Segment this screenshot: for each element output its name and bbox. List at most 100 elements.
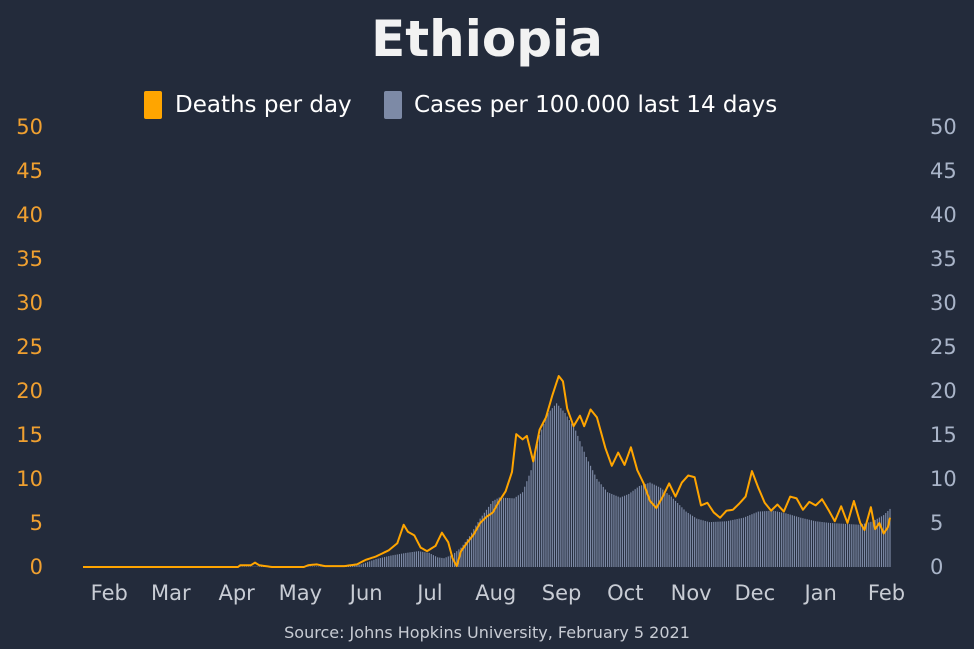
cases-bar [471, 532, 473, 567]
cases-bar [613, 494, 615, 567]
cases-bar [640, 485, 643, 567]
cases-bar [857, 524, 859, 567]
cases-bar [781, 512, 783, 567]
cases-bar [454, 552, 456, 567]
cases-bar [849, 524, 851, 567]
cases-bar [405, 552, 407, 567]
legend-label-deaths: Deaths per day [175, 92, 352, 118]
cases-bar [634, 489, 636, 567]
cases-bar [734, 519, 736, 567]
cases-bar [513, 498, 515, 567]
cases-bar [589, 465, 592, 567]
cases-bar [679, 505, 681, 567]
cases-bar [840, 523, 842, 567]
cases-bar [481, 515, 483, 567]
cases-bar [439, 557, 441, 567]
cases-bar [394, 554, 396, 567]
cases-bar [575, 430, 577, 567]
cases-bar [430, 554, 432, 567]
cases-bar [783, 512, 785, 567]
cases-bar [653, 484, 655, 567]
source-note: Source: Johns Hopkins University, Februa… [284, 623, 690, 642]
legend-label-cases: Cases per 100.000 last 14 days [414, 92, 777, 118]
x-tick-label: Mar [151, 581, 191, 605]
cases-bar [483, 512, 485, 567]
cases-bar [566, 416, 568, 567]
cases-bar [392, 555, 394, 567]
cases-bar [403, 553, 405, 567]
cases-bar [517, 495, 519, 567]
cases-bar [768, 510, 770, 567]
cases-bar [806, 519, 808, 567]
cases-bar [447, 556, 449, 567]
x-axis: Feb Mar Apr May Jun Jul Aug Sep Oct Nov Dec Jan Feb [91, 581, 905, 605]
cases-bar [800, 517, 802, 567]
cases-bar [553, 405, 556, 567]
y-right-tick-label: 50 [930, 115, 957, 139]
cases-bar [791, 515, 793, 567]
cases-bar [755, 512, 757, 567]
cases-bar [863, 523, 866, 567]
cases-bar [464, 541, 466, 567]
cases-bar [838, 523, 840, 567]
cases-bar [785, 513, 787, 567]
cases-bar [400, 553, 403, 567]
cases-bar [475, 525, 477, 567]
y-left-tick-label: 35 [16, 247, 43, 271]
x-tick-label: Sep [542, 581, 582, 605]
cases-bar [600, 484, 602, 567]
cases-bar [829, 523, 832, 567]
x-tick-label: Nov [671, 581, 712, 605]
cases-bar [723, 521, 725, 567]
cases-bar [437, 557, 439, 567]
cases-bar [388, 556, 390, 567]
cases-bar [494, 499, 496, 567]
cases-bar [623, 495, 626, 567]
cases-bar [793, 515, 796, 567]
cases-bar [772, 510, 774, 567]
y-left-tick-label: 50 [16, 115, 43, 139]
cases-bar [500, 497, 502, 567]
cases-bar [713, 521, 715, 567]
cases-bar [670, 496, 672, 567]
cases-bar [587, 461, 590, 567]
cases-bar [526, 481, 528, 567]
cases-bar [842, 523, 844, 567]
cases-bar [778, 512, 781, 567]
cases-bar [732, 519, 734, 567]
cases-bar [844, 523, 846, 567]
cases-bar [812, 520, 815, 567]
cases-bar [626, 494, 628, 567]
cases-bar [524, 486, 526, 567]
cases-bar [757, 511, 759, 567]
cases-bar [666, 493, 668, 567]
cases-bar [776, 511, 779, 567]
cases-bar [528, 475, 530, 567]
cases-bar [708, 522, 711, 567]
cases-bar [492, 501, 494, 567]
cases-bar [390, 555, 392, 567]
y-left-tick-label: 25 [16, 335, 43, 359]
legend-swatch-cases [384, 91, 402, 119]
x-tick-label: Feb [91, 581, 128, 605]
cases-bar [398, 554, 401, 567]
cases-bar [460, 547, 462, 567]
cases-bar [592, 470, 594, 567]
cases-bar [887, 510, 889, 567]
x-tick-label: Oct [607, 581, 643, 605]
x-tick-label: Jan [802, 581, 836, 605]
x-tick-label: Feb [868, 581, 905, 605]
y-left-tick-label: 40 [16, 203, 43, 227]
y-right-tick-label: 5 [930, 511, 943, 535]
cases-bar [889, 508, 891, 567]
cases-bar [572, 427, 575, 567]
cases-bar [413, 551, 415, 567]
cases-bar [358, 564, 360, 567]
y-left-tick-label: 30 [16, 291, 43, 315]
cases-bar [740, 518, 742, 567]
y-left-tick-label: 45 [16, 159, 43, 183]
cases-bar [802, 518, 804, 567]
cases-bar [823, 522, 825, 567]
cases-bar [696, 518, 698, 567]
cases-bar [479, 518, 481, 567]
